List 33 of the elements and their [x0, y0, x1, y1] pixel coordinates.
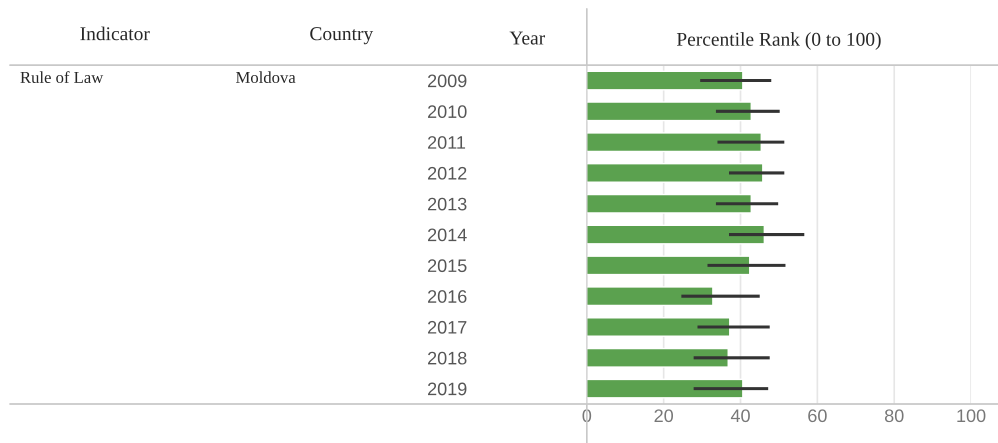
y-tick-label: 2019: [428, 382, 466, 396]
y-tick-label: 2009: [428, 74, 466, 88]
y-tick-label: 2015: [428, 259, 467, 272]
bar: [586, 348, 729, 368]
x-tick-label: 60: [808, 409, 827, 422]
y-tick-label: 2011: [428, 136, 466, 149]
text: Country: [310, 27, 374, 44]
x-axis-title: Percentile Rank (0 to 100): [676, 32, 881, 50]
y-tick-label: 2010: [428, 105, 467, 118]
x-tick-label: 20: [654, 409, 674, 422]
text: Rule of Law: [20, 71, 104, 84]
y-tick-label: 2014: [428, 228, 467, 242]
y-tick-label: 2012: [428, 166, 466, 180]
bar: [586, 101, 752, 122]
bar: [586, 70, 744, 90]
y-tick-label: 2017: [428, 320, 466, 334]
bar: [586, 286, 714, 306]
x-tick-label: 100: [957, 409, 986, 422]
x-tick-label: 80: [884, 409, 904, 422]
bar: [586, 378, 744, 399]
bar: [586, 255, 750, 276]
y-tick-label: 2018: [428, 352, 466, 365]
bar: [586, 163, 764, 183]
text: Indicator: [80, 26, 150, 40]
y-tick-label: 2016: [428, 290, 466, 303]
bar: [586, 132, 762, 152]
y-axis-title: Year: [510, 32, 546, 45]
text: Moldova: [236, 71, 296, 84]
y-tick-label: 2013: [428, 198, 466, 210]
bar: [586, 317, 730, 337]
x-tick-label: 40: [730, 409, 750, 422]
bar: [586, 194, 752, 214]
bar: [586, 224, 766, 245]
